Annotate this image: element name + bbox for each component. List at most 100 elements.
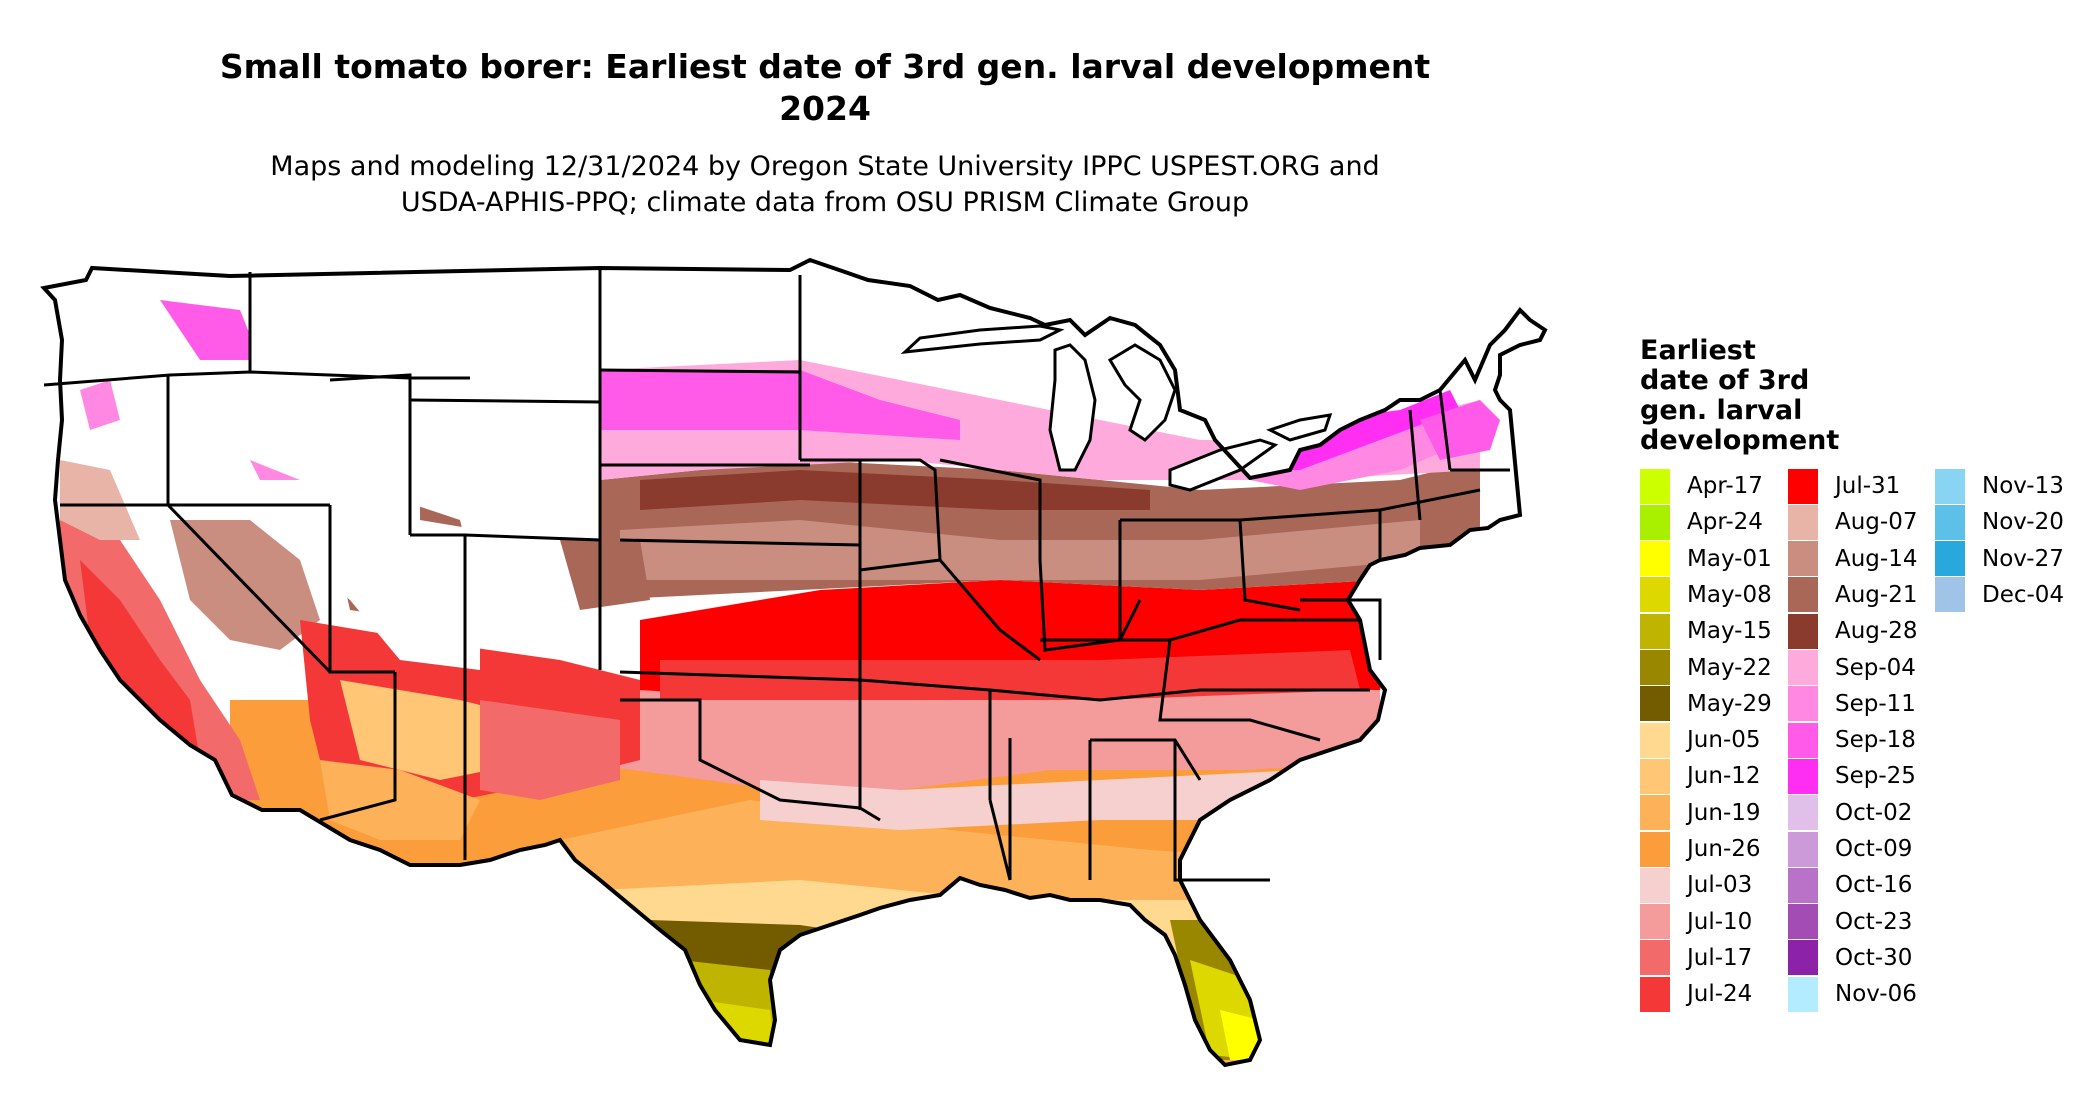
legend-swatch — [1788, 468, 1818, 504]
map-title-year: 2024 — [779, 89, 871, 128]
legend-label: Aug-28 — [1835, 618, 1918, 645]
legend-label: Sep-11 — [1835, 690, 1916, 717]
legend-item: Aug-28 — [1788, 613, 1917, 649]
legend-item: Jun-26 — [1640, 831, 1761, 867]
legend-swatch — [1935, 577, 1965, 613]
legend-label: May-29 — [1687, 690, 1772, 717]
legend-title-line-1: Earliest — [1640, 335, 1756, 366]
legend-swatch — [1788, 976, 1818, 1012]
legend-item: Nov-06 — [1788, 976, 1917, 1012]
legend-item: Jul-03 — [1640, 867, 1752, 903]
legend-label: Jun-12 — [1687, 763, 1761, 790]
legend-title: Earliest date of 3rd gen. larval develop… — [1640, 336, 1839, 456]
legend-swatch — [1788, 541, 1818, 577]
legend-swatch — [1640, 904, 1670, 940]
legend-item: Nov-27 — [1935, 541, 2064, 577]
legend-item: Oct-16 — [1788, 867, 1912, 903]
legend-label: Sep-04 — [1835, 654, 1916, 681]
legend-label: Jun-05 — [1687, 727, 1761, 754]
legend-swatch — [1788, 613, 1818, 649]
map-subtitle-credits: USDA-APHIS-PPQ; climate data from OSU PR… — [400, 187, 1250, 218]
legend-swatch — [1640, 976, 1670, 1012]
legend-swatch — [1788, 686, 1818, 722]
legend-title-line-2: date of 3rd — [1640, 365, 1810, 396]
legend-swatch — [1788, 831, 1818, 867]
legend-label: May-22 — [1687, 654, 1772, 681]
legend-swatch — [1640, 758, 1670, 794]
legend-item: May-29 — [1640, 686, 1772, 722]
legend-swatch — [1640, 795, 1670, 831]
legend-item: Jun-12 — [1640, 758, 1761, 794]
legend-label: Oct-09 — [1835, 836, 1913, 862]
legend-label: Oct-23 — [1835, 908, 1913, 935]
legend-swatch — [1640, 468, 1670, 504]
legend-label: May-01 — [1687, 545, 1772, 572]
map-subtitle: Maps and modeling 12/31/2024 by Oregon S… — [270, 151, 1380, 182]
legend-swatch — [1788, 504, 1818, 540]
legend-item: Jul-24 — [1640, 976, 1752, 1012]
legend-swatch — [1788, 795, 1818, 831]
legend-swatch — [1640, 940, 1670, 976]
legend-item: Jul-17 — [1640, 940, 1752, 976]
legend-item: Nov-13 — [1935, 468, 2064, 504]
legend-title-line-3: gen. larval — [1640, 395, 1803, 426]
legend-label: Nov-27 — [1982, 545, 2064, 572]
legend-item: Apr-17 — [1640, 468, 1763, 504]
map-title: Small tomato borer: Earliest date of 3rd… — [219, 47, 1431, 86]
legend-item: Apr-24 — [1640, 504, 1763, 540]
legend-item: Jul-10 — [1640, 904, 1752, 940]
legend-label: Apr-24 — [1687, 509, 1763, 536]
map-fill-layer — [60, 300, 1500, 1065]
legend-swatch — [1788, 758, 1818, 794]
legend-item: Sep-04 — [1788, 650, 1916, 686]
legend-item: Dec-04 — [1935, 577, 2064, 613]
legend-label: Jul-24 — [1687, 981, 1753, 1008]
legend-swatch — [1788, 904, 1818, 940]
legend-label: Sep-18 — [1835, 727, 1916, 754]
legend-item: Jun-05 — [1640, 722, 1761, 758]
legend-label: Oct-02 — [1835, 799, 1913, 826]
legend-label: Apr-17 — [1687, 473, 1763, 499]
legend-item: May-01 — [1640, 541, 1772, 577]
legend-swatch — [1640, 831, 1670, 867]
legend-label: May-15 — [1687, 618, 1772, 645]
legend-swatch — [1640, 686, 1670, 722]
legend-item: Oct-30 — [1788, 940, 1912, 976]
legend-swatch — [1640, 541, 1670, 577]
legend-label: Aug-07 — [1835, 509, 1918, 536]
legend-item: Aug-14 — [1788, 541, 1917, 577]
legend-item: May-08 — [1640, 577, 1772, 613]
legend-swatch — [1788, 940, 1818, 976]
great-lakes — [900, 324, 1333, 492]
legend-item: Oct-09 — [1788, 831, 1912, 867]
legend-item: Sep-11 — [1788, 686, 1916, 722]
legend-item: Jul-31 — [1788, 468, 1900, 504]
legend-swatch — [1640, 722, 1670, 758]
legend-swatch — [1640, 577, 1670, 613]
legend-label: Jun-26 — [1687, 836, 1761, 862]
legend-item: May-22 — [1640, 650, 1772, 686]
state-boundaries — [43, 268, 1510, 882]
legend-label: Jul-31 — [1835, 473, 1901, 499]
legend-swatch — [1788, 650, 1818, 685]
legend-label: Dec-04 — [1982, 581, 2065, 608]
legend-item: Oct-02 — [1788, 795, 1912, 831]
legend-item: Nov-20 — [1935, 504, 2064, 540]
legend-item: Oct-23 — [1788, 904, 1912, 940]
legend-item: Sep-25 — [1788, 758, 1916, 794]
legend-swatch — [1935, 541, 1965, 577]
legend-label: Oct-30 — [1835, 944, 1913, 971]
legend-item: Aug-21 — [1788, 577, 1917, 613]
legend-swatch — [1640, 867, 1670, 903]
legend-swatch — [1788, 867, 1818, 903]
legend-label: May-08 — [1687, 581, 1772, 608]
legend-swatch — [1935, 468, 1965, 504]
legend-item: Aug-07 — [1788, 504, 1917, 540]
legend-swatch — [1935, 504, 1965, 540]
legend-title-line-4: development — [1640, 425, 1840, 456]
legend-label: Nov-13 — [1982, 473, 2064, 499]
legend-label: Nov-20 — [1982, 509, 2064, 536]
legend-label: Jul-03 — [1687, 872, 1753, 899]
legend-label: Aug-21 — [1835, 581, 1918, 608]
